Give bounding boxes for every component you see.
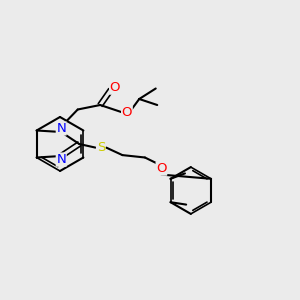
Text: S: S [97, 141, 105, 154]
Text: O: O [156, 162, 167, 175]
Text: O: O [122, 106, 132, 119]
Text: N: N [56, 153, 66, 166]
Text: N: N [56, 122, 66, 135]
Text: O: O [110, 81, 120, 94]
